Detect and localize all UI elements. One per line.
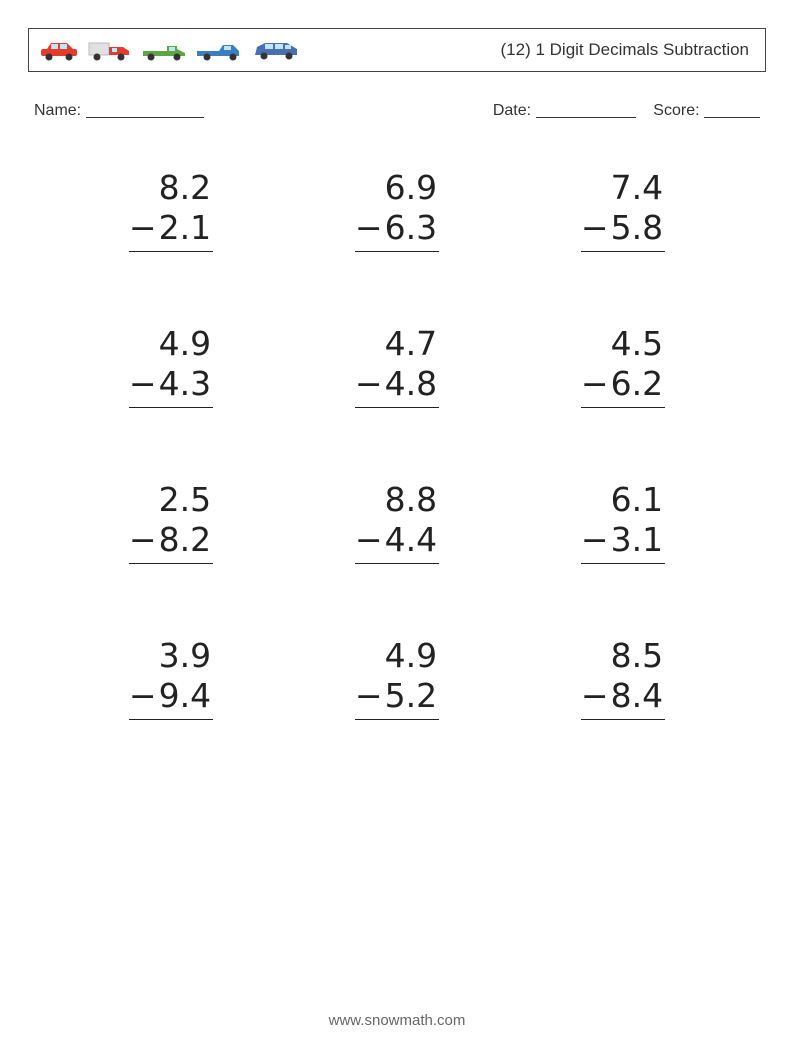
green-pickup-icon: [141, 39, 189, 61]
problem-cell: 4.9−4.3: [58, 302, 284, 458]
name-underline: [86, 117, 204, 118]
problem-top: 4.9: [129, 324, 213, 364]
problem-top: 2.5: [129, 480, 213, 520]
red-car-icon: [37, 39, 81, 61]
problem-cell: 4.9−5.2: [284, 614, 510, 770]
problem-op: −: [581, 208, 609, 248]
problem-cell: 8.2−2.1: [58, 146, 284, 302]
problem-op: −: [355, 520, 383, 560]
problem-op: −: [355, 676, 383, 716]
problem-bottom: 6.2: [611, 364, 665, 404]
problem-top: 8.5: [581, 636, 665, 676]
date-label: Date:: [493, 102, 531, 119]
problem-top: 4.9: [355, 636, 439, 676]
problem-op: −: [129, 208, 157, 248]
problem-op: −: [581, 520, 609, 560]
problem-cell: 7.4−5.8: [510, 146, 736, 302]
problem-cell: 6.9−6.3: [284, 146, 510, 302]
problem-top: 6.9: [355, 168, 439, 208]
blue-suv-icon: [251, 39, 301, 61]
problem-top: 3.9: [129, 636, 213, 676]
problem-bottom: 8.4: [611, 676, 665, 716]
problem-cell: 4.5−6.2: [510, 302, 736, 458]
problem-cell: 4.7−4.8: [284, 302, 510, 458]
problem-op: −: [581, 364, 609, 404]
blue-pickup-icon: [195, 39, 245, 61]
score-underline: [704, 117, 760, 118]
problem-bottom: 2.1: [159, 208, 213, 248]
worksheet-page: (12) 1 Digit Decimals Subtraction Name: …: [0, 0, 794, 1053]
problem-top: 6.1: [581, 480, 665, 520]
date-underline: [536, 117, 636, 118]
problem-cell: 6.1−3.1: [510, 458, 736, 614]
problems-grid: 8.2−2.1 6.9−6.3 7.4−5.8 4.9−4.3 4.7−4.8 …: [28, 146, 766, 770]
problem-top: 4.5: [581, 324, 665, 364]
problem-bottom: 6.3: [385, 208, 439, 248]
problem-bottom: 4.8: [385, 364, 439, 404]
problem-bottom: 8.2: [159, 520, 213, 560]
problem-top: 8.8: [355, 480, 439, 520]
name-label: Name:: [34, 102, 81, 119]
problem-bottom: 9.4: [159, 676, 213, 716]
problem-cell: 8.8−4.4: [284, 458, 510, 614]
problem-top: 7.4: [581, 168, 665, 208]
problem-op: −: [129, 364, 157, 404]
meta-row: Name: Date: Score:: [28, 102, 766, 120]
problem-bottom: 4.3: [159, 364, 213, 404]
problem-op: −: [581, 676, 609, 716]
problem-op: −: [355, 364, 383, 404]
problem-bottom: 4.4: [385, 520, 439, 560]
problem-top: 4.7: [355, 324, 439, 364]
vehicles-row: [37, 39, 301, 61]
problem-bottom: 5.8: [611, 208, 665, 248]
problem-op: −: [129, 676, 157, 716]
date-score-group: Date: Score:: [493, 102, 760, 120]
name-field: Name:: [34, 102, 204, 120]
header-box: (12) 1 Digit Decimals Subtraction: [28, 28, 766, 72]
problem-op: −: [129, 520, 157, 560]
problem-cell: 3.9−9.4: [58, 614, 284, 770]
problem-bottom: 5.2: [385, 676, 439, 716]
problem-cell: 8.5−8.4: [510, 614, 736, 770]
score-label: Score:: [653, 102, 699, 119]
red-truck-icon: [87, 39, 135, 61]
worksheet-title: (12) 1 Digit Decimals Subtraction: [501, 40, 749, 60]
footer-url: www.snowmath.com: [0, 1012, 794, 1029]
problem-bottom: 3.1: [611, 520, 665, 560]
problem-cell: 2.5−8.2: [58, 458, 284, 614]
problem-top: 8.2: [129, 168, 213, 208]
problem-op: −: [355, 208, 383, 248]
